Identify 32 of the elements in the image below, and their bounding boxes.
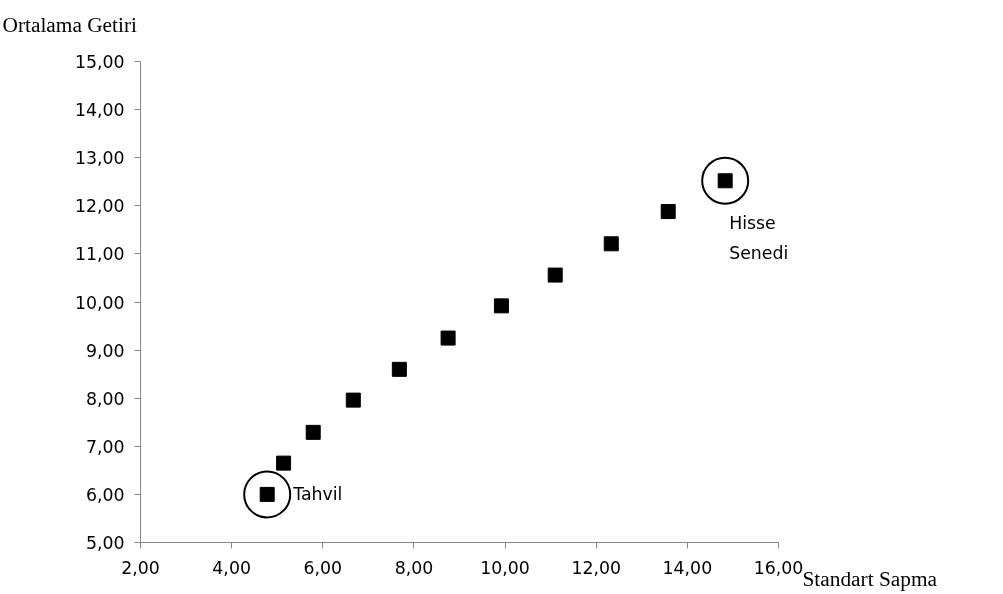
x-tick-label: 6,00 — [303, 557, 343, 578]
point — [660, 204, 676, 220]
y-tick-label: 13,00 — [74, 148, 125, 169]
y-tick-label: 14,00 — [74, 100, 125, 121]
point — [391, 361, 407, 377]
x-tick-label: 2,00 — [121, 557, 160, 578]
x-tick-label: 10,00 — [480, 557, 530, 578]
point — [345, 392, 361, 408]
y-tick-label: 7,00 — [85, 436, 125, 457]
y-tick-label: 11,00 — [74, 244, 125, 265]
x-tick-label: 12,00 — [571, 557, 622, 578]
annotation: Tahvil — [292, 484, 343, 505]
y-tick-label: 15,00 — [74, 52, 125, 72]
y-axis-title: Ortalama Getiri — [2, 12, 137, 37]
x-tick-label: 8,00 — [394, 557, 434, 578]
y-tick-label: 10,00 — [74, 292, 125, 313]
x-axis-title: Standart Sapma — [802, 566, 938, 591]
annotation: Hisse Senedi — [729, 212, 789, 263]
point — [493, 298, 509, 314]
point — [547, 267, 563, 283]
y-tick-label: 6,00 — [85, 484, 125, 505]
y-tick-label: 9,00 — [85, 340, 125, 361]
y-tick-label: 8,00 — [85, 388, 125, 409]
x-tick-label: 4,00 — [212, 557, 251, 578]
point — [276, 455, 292, 471]
x-tick-label: 16,00 — [753, 557, 804, 578]
y-tick-label: 12,00 — [74, 196, 125, 217]
y-tick-label: 5,00 — [85, 533, 125, 553]
point — [305, 424, 321, 440]
point — [603, 236, 619, 252]
point — [440, 330, 456, 346]
x-tick-label: 14,00 — [662, 557, 713, 578]
